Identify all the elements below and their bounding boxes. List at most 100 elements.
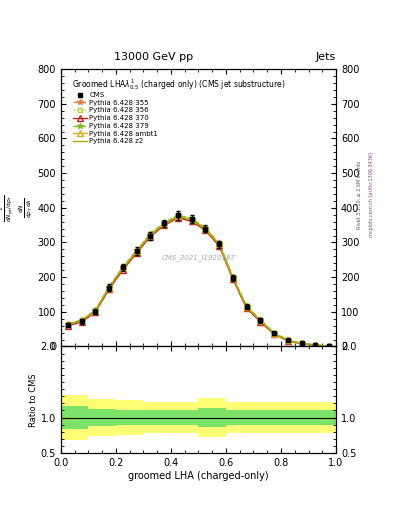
Pythia 6.428 z2: [244, 304, 249, 310]
Pythia 6.428 355: [327, 343, 332, 349]
Pythia 6.428 370: [107, 286, 112, 292]
Pythia 6.428 ambt1: [65, 321, 70, 327]
Pythia 6.428 355: [230, 275, 235, 282]
Pythia 6.428 ambt1: [272, 331, 277, 337]
Pythia 6.428 370: [230, 276, 235, 282]
Pythia 6.428 379: [189, 216, 194, 222]
Pythia 6.428 355: [93, 308, 97, 314]
Pythia 6.428 379: [285, 337, 290, 343]
Pythia 6.428 356: [134, 248, 139, 254]
Pythia 6.428 379: [203, 224, 208, 230]
Pythia 6.428 356: [148, 231, 152, 238]
Pythia 6.428 355: [120, 266, 125, 272]
Pythia 6.428 z2: [93, 308, 97, 314]
Pythia 6.428 379: [107, 284, 112, 290]
Pythia 6.428 356: [65, 321, 70, 327]
Pythia 6.428 z2: [175, 214, 180, 220]
Pythia 6.428 370: [258, 319, 263, 325]
Pythia 6.428 355: [299, 340, 304, 347]
Pythia 6.428 z2: [230, 275, 235, 281]
Text: 13000 GeV pp: 13000 GeV pp: [114, 52, 193, 62]
Pythia 6.428 356: [244, 304, 249, 310]
Y-axis label: $\frac{1}{\mathrm{d}N_\mathrm{jet}/\mathrm{d}p_T}$
$\frac{\mathrm{d}N}{\mathrm{d: $\frac{1}{\mathrm{d}N_\mathrm{jet}/\math…: [0, 194, 35, 222]
Pythia 6.428 356: [285, 337, 290, 343]
Line: Pythia 6.428 ambt1: Pythia 6.428 ambt1: [65, 214, 332, 349]
Pythia 6.428 ambt1: [148, 232, 152, 238]
Pythia 6.428 355: [244, 305, 249, 311]
Pythia 6.428 379: [230, 274, 235, 280]
Pythia 6.428 355: [65, 322, 70, 328]
Pythia 6.428 370: [313, 343, 318, 349]
Pythia 6.428 379: [258, 317, 263, 323]
Pythia 6.428 356: [162, 220, 167, 226]
Pythia 6.428 356: [230, 274, 235, 281]
Pythia 6.428 379: [272, 330, 277, 336]
Pythia 6.428 379: [148, 231, 152, 237]
Pythia 6.428 355: [107, 285, 112, 291]
Pythia 6.428 z2: [327, 343, 332, 349]
Pythia 6.428 356: [327, 343, 332, 349]
Pythia 6.428 379: [244, 303, 249, 309]
Legend: CMS, Pythia 6.428 355, Pythia 6.428 356, Pythia 6.428 370, Pythia 6.428 379, Pyt: CMS, Pythia 6.428 355, Pythia 6.428 356,…: [70, 89, 161, 147]
Pythia 6.428 z2: [134, 248, 139, 254]
Pythia 6.428 356: [258, 317, 263, 323]
Pythia 6.428 ambt1: [175, 213, 180, 219]
Pythia 6.428 ambt1: [313, 342, 318, 348]
Pythia 6.428 370: [189, 218, 194, 224]
Pythia 6.428 355: [272, 331, 277, 337]
Pythia 6.428 z2: [120, 265, 125, 271]
Pythia 6.428 355: [162, 221, 167, 227]
Pythia 6.428 355: [175, 214, 180, 220]
Pythia 6.428 ambt1: [203, 225, 208, 231]
Pythia 6.428 370: [175, 215, 180, 221]
Pythia 6.428 ambt1: [327, 343, 332, 349]
Pythia 6.428 ambt1: [258, 317, 263, 324]
Pythia 6.428 z2: [79, 318, 84, 324]
Pythia 6.428 z2: [217, 242, 222, 248]
Pythia 6.428 z2: [258, 318, 263, 324]
Text: Rivet 3.1.10, ≥ 2.5M events: Rivet 3.1.10, ≥ 2.5M events: [357, 160, 362, 229]
Pythia 6.428 379: [313, 342, 318, 348]
Pythia 6.428 355: [217, 242, 222, 248]
X-axis label: groomed LHA (charged-only): groomed LHA (charged-only): [128, 471, 269, 481]
Pythia 6.428 355: [258, 318, 263, 324]
Pythia 6.428 ambt1: [285, 337, 290, 343]
Pythia 6.428 370: [93, 309, 97, 315]
Pythia 6.428 370: [285, 338, 290, 344]
Pythia 6.428 ambt1: [93, 308, 97, 314]
Pythia 6.428 356: [120, 265, 125, 271]
Text: CMS_2021_I1920187: CMS_2021_I1920187: [162, 254, 235, 261]
Pythia 6.428 z2: [65, 321, 70, 327]
Text: Groomed LHA$\lambda^1_{0.5}$ (charged only) (CMS jet substructure): Groomed LHA$\lambda^1_{0.5}$ (charged on…: [72, 77, 286, 92]
Pythia 6.428 379: [217, 240, 222, 246]
Pythia 6.428 370: [272, 331, 277, 337]
Pythia 6.428 370: [217, 243, 222, 249]
Pythia 6.428 370: [203, 227, 208, 233]
Pythia 6.428 z2: [313, 342, 318, 348]
Pythia 6.428 379: [79, 317, 84, 323]
Pythia 6.428 379: [65, 321, 70, 327]
Pythia 6.428 355: [313, 342, 318, 348]
Pythia 6.428 356: [272, 330, 277, 336]
Pythia 6.428 379: [93, 307, 97, 313]
Pythia 6.428 370: [148, 233, 152, 240]
Pythia 6.428 ambt1: [134, 248, 139, 254]
Pythia 6.428 370: [327, 343, 332, 349]
Pythia 6.428 356: [313, 342, 318, 348]
Pythia 6.428 370: [299, 340, 304, 347]
Line: Pythia 6.428 379: Pythia 6.428 379: [65, 212, 332, 349]
Pythia 6.428 370: [134, 250, 139, 257]
Pythia 6.428 356: [299, 340, 304, 347]
Pythia 6.428 ambt1: [299, 340, 304, 347]
Text: Jets: Jets: [316, 52, 336, 62]
Pythia 6.428 379: [327, 343, 332, 349]
Pythia 6.428 z2: [189, 217, 194, 223]
Line: Pythia 6.428 z2: Pythia 6.428 z2: [68, 217, 329, 346]
Pythia 6.428 355: [203, 226, 208, 232]
Line: Pythia 6.428 370: Pythia 6.428 370: [65, 215, 332, 349]
Pythia 6.428 370: [120, 267, 125, 273]
Pythia 6.428 356: [203, 225, 208, 231]
Pythia 6.428 379: [134, 247, 139, 253]
Line: Pythia 6.428 356: Pythia 6.428 356: [66, 214, 331, 348]
Pythia 6.428 379: [175, 212, 180, 218]
